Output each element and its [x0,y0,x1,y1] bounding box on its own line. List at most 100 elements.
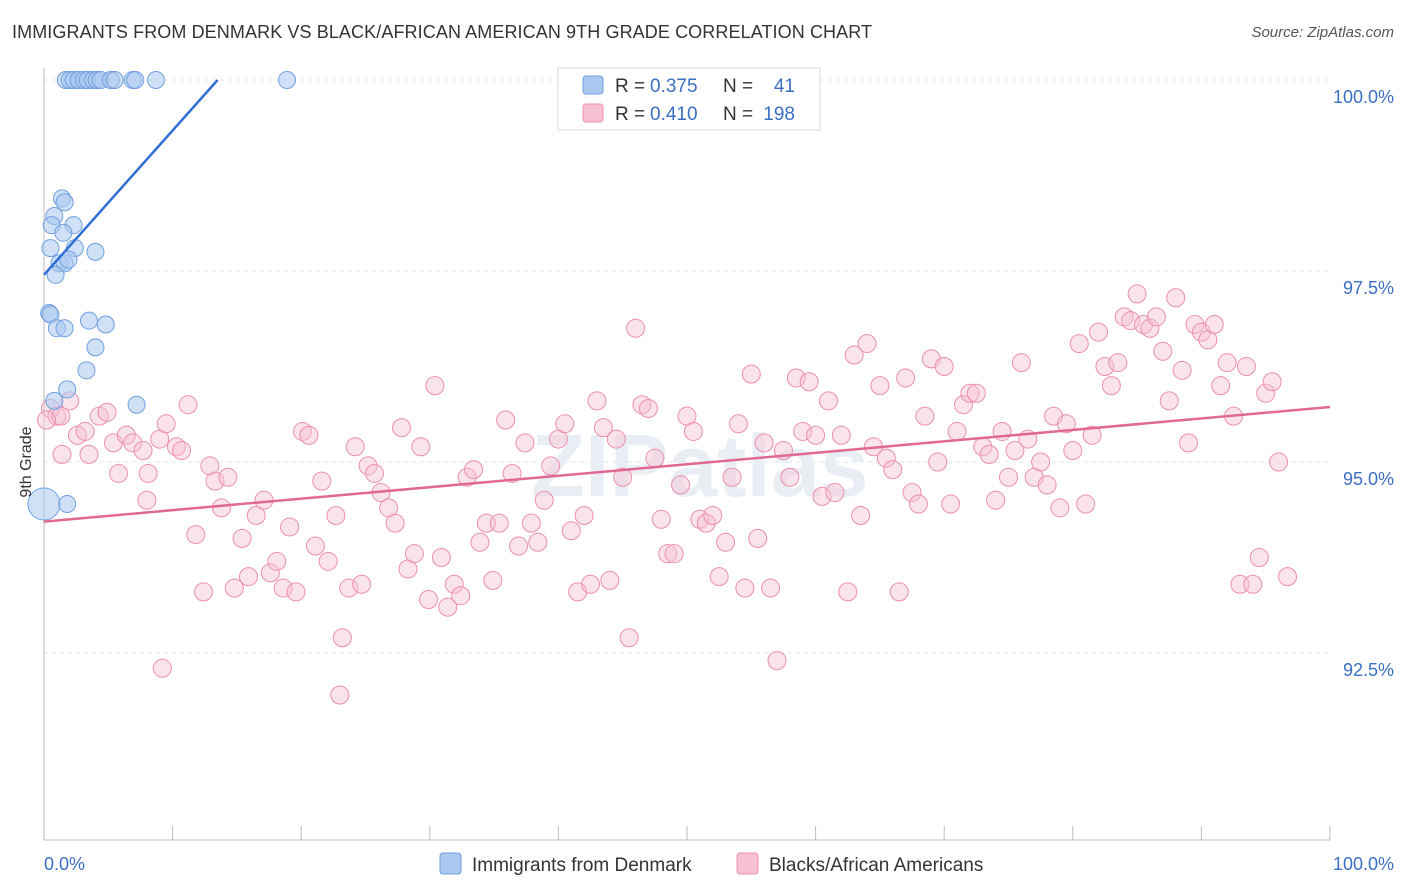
data-point-blacks [902,483,922,503]
data-point-blacks [97,402,117,422]
data-point-denmark [86,338,105,357]
data-point-blacks [1050,498,1070,518]
legend-r-label-2: R = [615,104,645,125]
data-point-blacks [806,425,826,445]
data-point-blacks [651,509,671,529]
data-point-blacks [133,441,153,461]
data-point-blacks [193,582,213,602]
data-point-blacks [818,391,838,411]
data-point-blacks [1243,574,1263,594]
data-point-denmark [55,319,74,338]
data-point-blacks [658,544,678,564]
data-point-blacks [1089,322,1109,342]
bottom-legend-label-blacks: Blacks/African Americans [769,855,983,876]
data-point-blacks [238,567,258,587]
data-point-blacks [709,567,729,587]
data-point-blacks [825,483,845,503]
axes [43,68,1330,841]
data-point-blacks [664,544,684,564]
data-point-blacks [638,399,658,419]
data-point-blacks [767,651,787,671]
data-point-blacks [1056,414,1076,434]
data-point-blacks [464,460,484,480]
data-point-blacks [1095,357,1115,376]
data-point-blacks [138,463,158,483]
data-point-blacks [928,452,948,472]
data-point-blacks [1211,376,1231,396]
data-point-blacks [986,490,1006,510]
data-point-blacks [515,433,535,453]
data-point-blacks [857,334,877,354]
data-point-blacks [761,578,781,598]
data-point-blacks [156,414,176,434]
data-point-blacks [385,513,405,533]
data-point-blacks [1127,284,1147,304]
data-point-blacks [79,444,99,464]
data-point-blacks [186,525,206,545]
data-point-denmark [46,265,65,284]
data-point-denmark [96,315,115,334]
data-point-blacks [908,494,928,514]
x-tick-label-min: 0.0% [44,854,85,874]
data-point-blacks [1063,441,1083,461]
data-point-blacks [831,425,851,445]
data-point-denmark [278,71,297,89]
trend-line-denmark [43,79,219,276]
data-point-blacks [812,486,832,506]
chart-title: IMMIGRANTS FROM DENMARK VS BLACK/AFRICAN… [12,22,873,42]
data-point-blacks [470,532,490,552]
y-tick-label: 95.0% [1343,469,1394,489]
data-point-blacks [411,437,431,457]
data-point-blacks [915,406,935,426]
data-point-blacks [1108,353,1128,373]
data-point-blacks [1256,383,1276,403]
data-point-blacks [876,448,896,468]
data-point-blacks [392,418,412,438]
data-point-denmark [58,380,77,399]
legend-r-value-1: 0.375 [650,76,698,97]
data-point-blacks [1159,391,1179,411]
data-point-blacks [941,494,961,514]
legend-n-value-2: 198 [763,104,795,125]
data-point-blacks [318,551,338,571]
data-point-blacks [581,574,601,594]
data-point-blacks [332,628,352,648]
data-point-denmark [77,361,96,380]
data-point-blacks [502,463,522,483]
data-point-blacks [280,517,300,537]
data-point-blacks [305,536,325,556]
data-point-denmark [105,71,124,89]
data-point-blacks [483,570,503,590]
data-point-blacks [232,528,252,548]
data-point-blacks [870,376,890,396]
data-point-blacks [1172,360,1192,380]
data-point-blacks [1140,318,1160,338]
data-point-blacks [224,578,244,598]
data-point-blacks [312,471,332,491]
data-point-blacks [1082,425,1102,445]
data-point-blacks [979,444,999,464]
data-point-blacks [299,425,319,445]
data-point-blacks [626,318,646,338]
data-point-blacks [457,467,477,487]
data-point-blacks [844,345,864,365]
data-point-blacks [326,505,346,525]
data-point-blacks [619,628,639,648]
data-point-blacks [728,414,748,434]
data-point-blacks [178,395,198,415]
data-point-blacks [683,421,703,441]
data-point-blacks [1076,494,1096,514]
data-point-blacks [716,532,736,552]
data-point-blacks [509,536,529,556]
data-point-blacks [352,574,372,594]
data-point-denmark [55,193,74,212]
data-point-blacks [200,456,220,476]
data-point-blacks [671,475,691,495]
data-point-blacks [722,467,742,487]
data-point-denmark [80,311,99,330]
legend-r-value-2: 0.410 [650,104,698,125]
data-point-blacks [883,460,903,480]
bottom-legend: Immigrants from Denmark Blacks/African A… [439,852,983,876]
data-point-blacks [587,391,607,411]
